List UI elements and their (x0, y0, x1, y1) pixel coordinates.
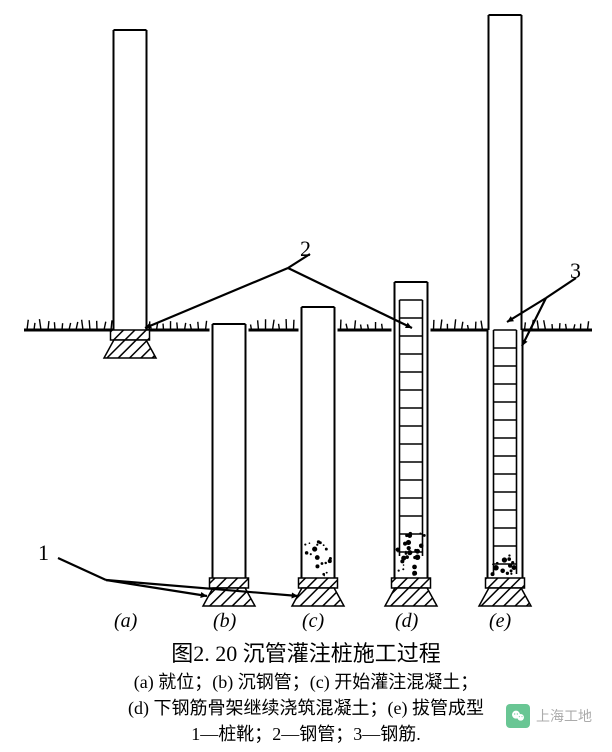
callout-2: 2 (300, 236, 311, 262)
wechat-icon (506, 704, 530, 728)
stage-label-b: (b) (213, 610, 236, 633)
callout-1: 1 (38, 540, 49, 566)
watermark: 上海工地 (506, 704, 592, 728)
stage-label-e: (e) (489, 610, 511, 633)
stage-label-d: (d) (395, 610, 418, 633)
watermark-text: 上海工地 (536, 706, 592, 726)
stage-label-c: (c) (302, 610, 324, 633)
stage-label-a: (a) (114, 610, 137, 633)
callout-3: 3 (570, 258, 581, 284)
caption-line-1: (a) 就位；(b) 沉钢管；(c) 开始灌注混凝土； (0, 668, 612, 694)
figure-title: 图2. 20 沉管灌注桩施工过程 (0, 636, 612, 668)
